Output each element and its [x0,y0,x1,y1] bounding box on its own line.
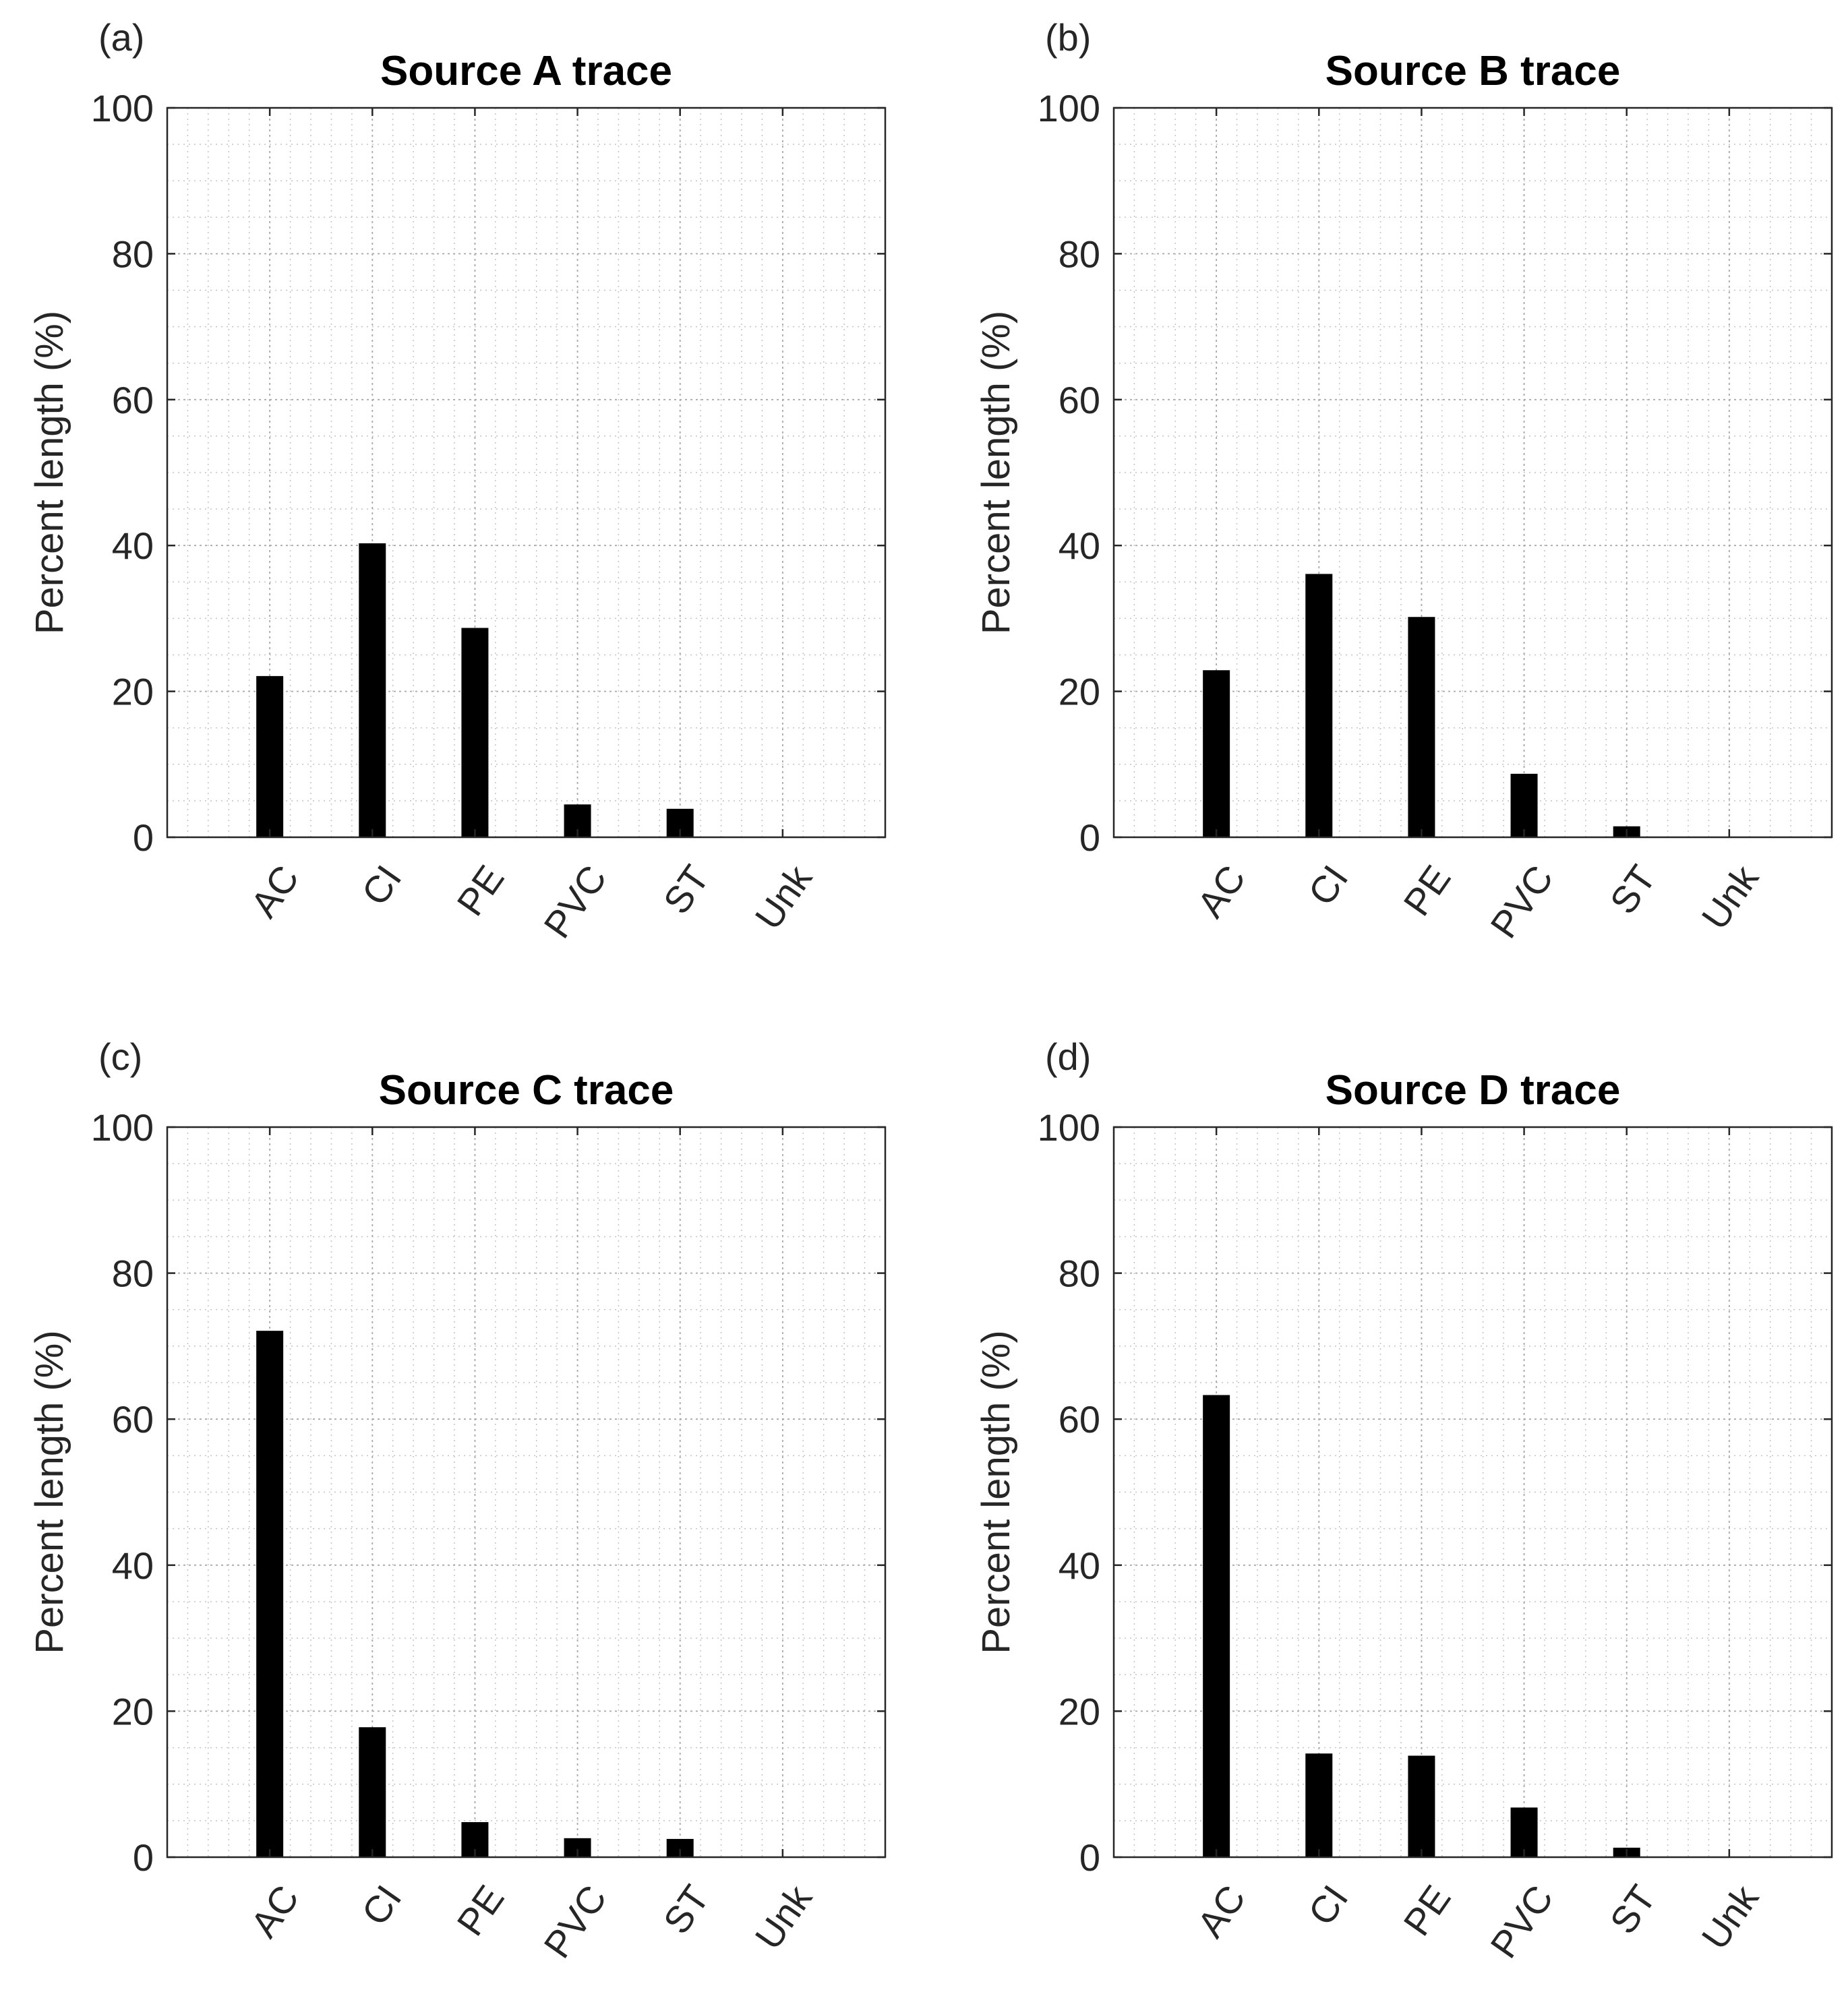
x-tick-label-ac: AC [1189,1877,1253,1945]
x-tick-label-st: ST [1601,857,1664,922]
panel-label: (c) [98,1035,142,1078]
y-tick-label: 80 [112,1252,154,1295]
axes-box [1112,1126,1833,1859]
y-tick-label: 0 [1079,816,1100,859]
bar-ac [256,1331,284,1857]
bar-ci [359,543,386,837]
bar-pvc [1510,1807,1538,1857]
y-tick-label: 20 [112,1690,154,1732]
x-tick-label-pvc: PVC [1482,857,1561,945]
axes-box [166,1126,887,1859]
x-tick-label-pe: PE [1395,857,1458,923]
y-tick-label: 60 [112,1398,154,1441]
bar-ac [256,675,284,837]
x-tick-label-st: ST [1601,1877,1664,1941]
y-tick-label: 100 [1038,87,1100,129]
y-tick-label: 60 [112,379,154,421]
chart-panel-4: 0 20 40 60 80 100 AC CI PE PVC ST Unk Percent length… [974,1035,1833,1966]
x-tick-label-ac: AC [242,1877,307,1945]
y-tick-label: 0 [133,1836,154,1879]
minor-grid-y [167,1163,885,1821]
panel-label: (b) [1045,16,1091,59]
bar-ac [1203,1395,1230,1857]
y-tick-label: 20 [112,671,154,713]
y-tick-label: 40 [112,1544,154,1587]
chart-panel-2: 0 20 40 60 80 100 AC CI PE PVC ST Unk Percent length… [974,16,1833,946]
x-tick-label-pe: PE [1395,1877,1458,1943]
y-axis-label: Percent length (%) [974,1330,1018,1654]
y-tick-label: 80 [112,233,154,275]
x-tick-label-pvc: PVC [535,857,615,945]
y-tick-label: 0 [1079,1836,1100,1879]
x-tick-label-pe: PE [448,857,512,923]
y-tick-label: 100 [1038,1106,1100,1149]
axes-box [1112,107,1833,839]
bar-pe [461,628,489,837]
y-tick-label: 20 [1059,671,1100,713]
y-tick-label: 60 [1059,1398,1100,1441]
panel-label: (d) [1045,1035,1091,1078]
x-tick-label-st: ST [655,1877,717,1941]
y-tick-label: 20 [1059,1690,1100,1732]
y-tick-label: 40 [1059,1544,1100,1587]
x-tick-label-unk: Unk [1693,1877,1766,1957]
y-tick-label: 80 [1059,1252,1100,1295]
bar-ci [1305,1753,1333,1857]
x-tick-label-pvc: PVC [1482,1877,1561,1965]
bar-ci [359,1727,386,1857]
x-tick-label-ci: CI [353,857,410,913]
bar-pe [1408,617,1435,837]
x-tick-label-ci: CI [1300,1877,1357,1933]
chart-title: Source B trace [1325,48,1621,94]
x-tick-label-ci: CI [353,1877,410,1933]
x-tick-label-ci: CI [1300,857,1357,913]
axes-box [166,107,887,839]
chart-title: Source D trace [1325,1067,1621,1114]
x-tick-label-pe: PE [448,1877,512,1943]
x-tick-label-unk: Unk [1693,857,1766,937]
chart-panel-1: 0 20 40 60 80 100 AC CI PE PVC ST Unk Percent length… [28,16,887,946]
bar-ci [1305,574,1333,837]
bar-pe [1408,1755,1435,1857]
y-tick-label: 0 [133,816,154,859]
y-tick-label: 100 [91,87,154,129]
minor-grid-x [1133,108,1812,837]
y-tick-label: 100 [91,1106,154,1149]
minor-grid-x [187,108,866,837]
chart-title: Source A trace [380,48,672,94]
y-axis-label: Percent length (%) [28,1330,71,1654]
y-axis-label: Percent length (%) [28,311,71,634]
x-tick-label-st: ST [655,857,717,922]
x-tick-label-ac: AC [242,857,307,925]
x-tick-label-unk: Unk [746,1877,820,1957]
chart-title: Source C trace [379,1067,674,1114]
x-tick-label-pvc: PVC [535,1877,615,1965]
bar-pvc [1510,773,1538,837]
minor-grid-x [1133,1127,1812,1857]
panel-label: (a) [98,16,144,59]
y-axis-label: Percent length (%) [974,311,1018,634]
y-tick-label: 40 [1059,524,1100,567]
bar-ac [1203,670,1230,837]
chart-panel-3: 0 20 40 60 80 100 AC CI PE PVC ST Unk Percent length… [28,1035,887,1966]
y-tick-label: 60 [1059,379,1100,421]
x-tick-label-unk: Unk [746,857,820,937]
y-tick-label: 80 [1059,233,1100,275]
x-tick-label-ac: AC [1189,857,1253,925]
y-tick-label: 40 [112,524,154,567]
minor-grid-x [187,1127,866,1857]
